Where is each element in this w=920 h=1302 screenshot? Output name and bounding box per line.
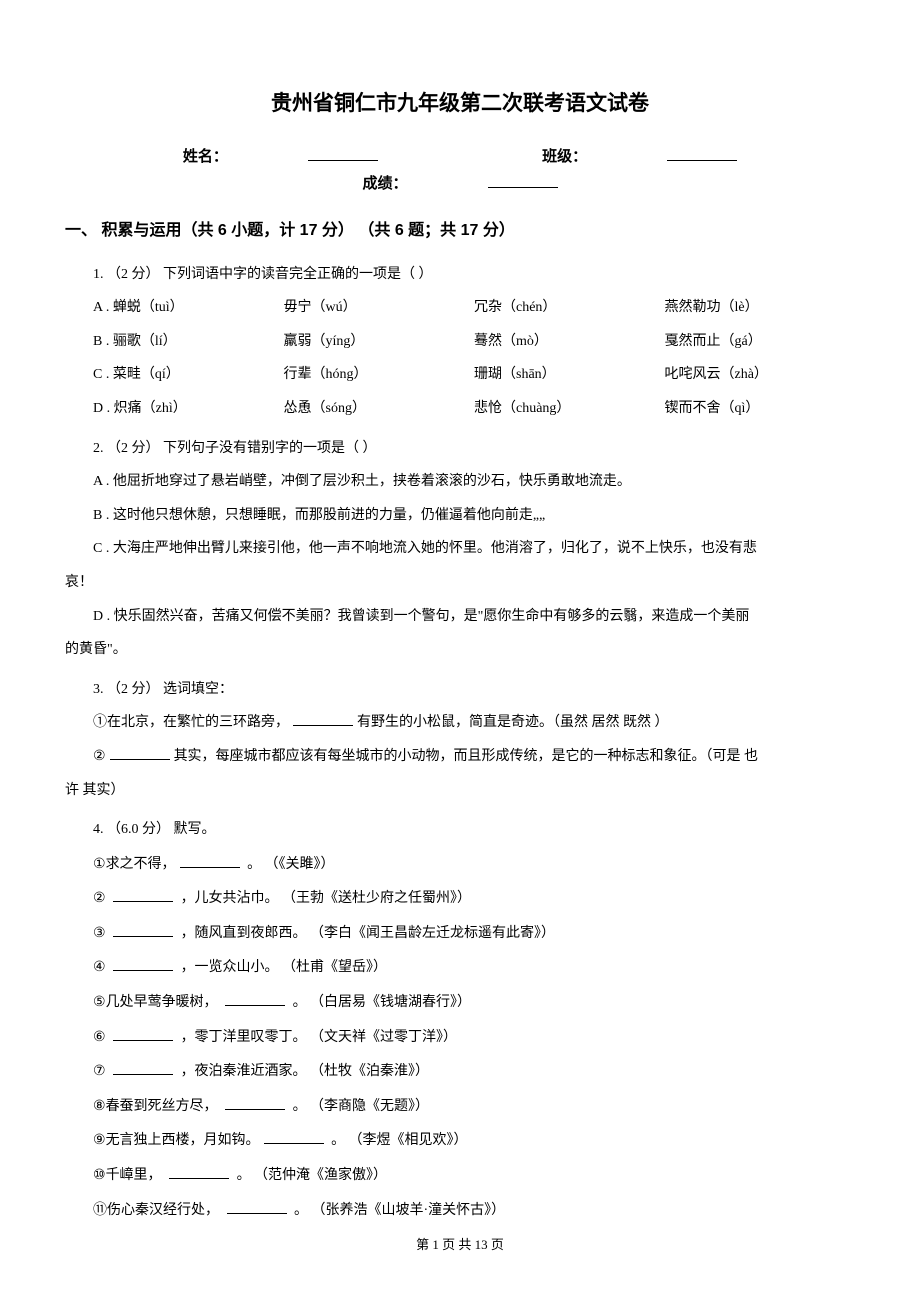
q3-blank1: ①在北京，在繁忙的三环路旁，有野生的小松鼠，简直是奇迹。（虽然 居然 既然 ） — [65, 706, 855, 740]
header-row: 姓名： 班级： 成绩： — [65, 143, 855, 197]
q2-option-b: B . 这时他只想休憩，只想睡眠，而那股前进的力量，仍催逼着他向前走„„ — [65, 499, 855, 533]
q2-stem: 2. （2 分） 下列句子没有错别字的一项是（ ） — [65, 432, 855, 466]
q3-blank2: ②其实，每座城市都应该有每坐城市的小动物，而且形成传统，是它的一种标志和象征。（… — [65, 740, 855, 774]
q2-option-d-cont: 的黄昏"。 — [65, 633, 855, 667]
q4-line-11: ⑪伤心秦汉经行处， 。 （张养浩《山坡羊·潼关怀古》） — [65, 1193, 855, 1228]
q4-line-6: ⑥ ，零丁洋里叹零丁。 （文天祥《过零丁洋》） — [65, 1020, 855, 1055]
q1-option-a: A . 蝉蜕（tuì） 毋宁（wú） 冗杂（chén） 燕然勒功（lè） — [65, 291, 855, 325]
q2-option-c-cont: 哀！ — [65, 566, 855, 600]
q4-lines: ①求之不得， 。 （《关雎》）② ，儿女共沾巾。 （王勃《送杜少府之任蜀州》）③… — [65, 847, 855, 1228]
q4-line-8: ⑧春蚕到死丝方尽， 。 （李商隐《无题》） — [65, 1089, 855, 1124]
class-field: 班级： — [502, 143, 777, 170]
document-title: 贵州省铜仁市九年级第二次联考语文试卷 — [65, 85, 855, 123]
question-3: 3. （2 分） 选词填空： ①在北京，在繁忙的三环路旁，有野生的小松鼠，简直是… — [65, 673, 855, 807]
q2-option-c: C . 大海庄严地伸出臂儿来接引他，他一声不响地流入她的怀里。他消溶了，归化了，… — [65, 532, 855, 566]
q4-line-3: ③ ，随风直到夜郎西。 （李白《闻王昌龄左迁龙标遥有此寄》） — [65, 916, 855, 951]
q4-line-5: ⑤几处早莺争暖树， 。 （白居易《钱塘湖春行》） — [65, 985, 855, 1020]
q1-option-b: B . 骊歌（lí） 羸弱（yíng） 蓦然（mò） 戛然而止（gá） — [65, 325, 855, 359]
q3-stem: 3. （2 分） 选词填空： — [65, 673, 855, 707]
q4-stem: 4. （6.0 分） 默写。 — [65, 813, 855, 847]
q4-line-4: ④ ，一览众山小。 （杜甫《望岳》） — [65, 950, 855, 985]
q4-line-1: ①求之不得， 。 （《关雎》） — [65, 847, 855, 882]
q2-option-a: A . 他屈折地穿过了悬岩峭壁，冲倒了层沙积土，挟卷着滚滚的沙石，快乐勇敢地流走… — [65, 465, 855, 499]
page-footer: 第 1 页 共 13 页 — [65, 1233, 855, 1256]
score-field: 成绩： — [322, 170, 597, 197]
q1-stem: 1. （2 分） 下列词语中字的读音完全正确的一项是（ ） — [65, 258, 855, 292]
question-2: 2. （2 分） 下列句子没有错别字的一项是（ ） A . 他屈折地穿过了悬岩峭… — [65, 432, 855, 667]
name-field: 姓名： — [143, 143, 418, 170]
q4-line-9: ⑨无言独上西楼，月如钩。 。 （李煜《相见欢》） — [65, 1123, 855, 1158]
question-4: 4. （6.0 分） 默写。 ①求之不得， 。 （《关雎》）② ，儿女共沾巾。 … — [65, 813, 855, 1227]
section-1-heading: 一、 积累与运用（共 6 小题，计 17 分） （共 6 题；共 17 分） — [65, 217, 855, 246]
q1-option-d: D . 炽痛（zhì） 怂恿（sóng） 悲怆（chuàng） 锲而不舍（qì） — [65, 392, 855, 426]
question-1: 1. （2 分） 下列词语中字的读音完全正确的一项是（ ） A . 蝉蜕（tuì… — [65, 258, 855, 426]
q3-blank2-cont: 许 其实） — [65, 774, 855, 808]
q4-line-7: ⑦ ，夜泊秦淮近酒家。 （杜牧《泊秦淮》） — [65, 1054, 855, 1089]
q1-option-c: C . 菜畦（qí） 行辈（hóng） 珊瑚（shān） 叱咤风云（zhà） — [65, 358, 855, 392]
q2-option-d: D . 快乐固然兴奋，苦痛又何偿不美丽？我曾读到一个警句，是"愿你生命中有够多的… — [65, 600, 855, 634]
q4-line-10: ⑩千嶂里， 。 （范仲淹《渔家傲》） — [65, 1158, 855, 1193]
q4-line-2: ② ，儿女共沾巾。 （王勃《送杜少府之任蜀州》） — [65, 881, 855, 916]
